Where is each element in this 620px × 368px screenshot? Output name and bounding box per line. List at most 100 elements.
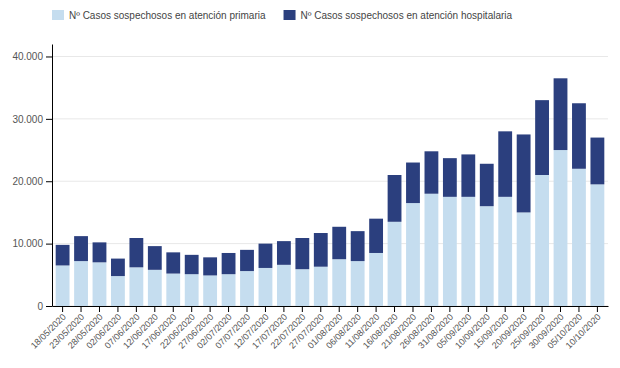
tick-mark bbox=[46, 181, 52, 182]
tick-mark bbox=[173, 306, 174, 312]
bar bbox=[480, 164, 494, 206]
tick-mark bbox=[376, 306, 377, 312]
tick-mark bbox=[320, 306, 321, 312]
legend-item: Nº Casos sospechosos en atención primari… bbox=[52, 10, 266, 21]
tick-mark bbox=[578, 306, 579, 312]
bar bbox=[535, 100, 549, 175]
bar bbox=[74, 261, 88, 306]
bar bbox=[554, 78, 568, 150]
tick-mark bbox=[486, 306, 487, 312]
tick-label: 10.000 bbox=[12, 238, 43, 249]
legend-swatch bbox=[52, 10, 64, 20]
tick-mark bbox=[597, 306, 598, 312]
tick: 10/10/2020 bbox=[564, 306, 603, 351]
series bbox=[56, 78, 605, 276]
tick-mark bbox=[46, 244, 52, 245]
tick-mark bbox=[117, 306, 118, 312]
bar bbox=[240, 250, 254, 271]
bar bbox=[498, 197, 512, 306]
legend-swatch bbox=[284, 10, 296, 20]
bar bbox=[369, 253, 383, 306]
bar bbox=[406, 203, 420, 306]
bar bbox=[369, 219, 383, 253]
bar bbox=[222, 274, 236, 306]
bar bbox=[443, 158, 457, 197]
tick-mark bbox=[339, 306, 340, 312]
grid-line bbox=[52, 118, 608, 119]
bar bbox=[56, 245, 70, 266]
tick-mark bbox=[228, 306, 229, 312]
bar bbox=[277, 265, 291, 306]
bar bbox=[461, 154, 475, 196]
bars bbox=[56, 78, 605, 306]
bar bbox=[517, 212, 531, 306]
x-axis: 18/05/202023/05/202028/05/202002/06/2020… bbox=[29, 306, 609, 351]
bar bbox=[129, 238, 143, 267]
tick-label: 40.000 bbox=[12, 51, 43, 62]
bar bbox=[406, 163, 420, 204]
bar bbox=[148, 246, 162, 270]
legend-label: Nº Casos sospechosos en atención hospita… bbox=[301, 10, 513, 21]
bar bbox=[277, 241, 291, 265]
bar bbox=[74, 236, 88, 261]
tick-mark bbox=[99, 306, 100, 312]
bar bbox=[295, 269, 309, 306]
bar bbox=[425, 194, 439, 306]
bar bbox=[332, 259, 346, 306]
tick-mark bbox=[431, 306, 432, 312]
tick-mark bbox=[542, 306, 543, 312]
tick-mark bbox=[247, 306, 248, 312]
axis-line bbox=[52, 45, 53, 307]
plot: 0 10.000 20.000 30.000 40.000 18/05/202023/05… bbox=[12, 45, 608, 351]
tick-mark bbox=[210, 306, 211, 312]
y-axis: 0 10.000 20.000 30.000 40.000 bbox=[12, 45, 52, 312]
tick-mark bbox=[81, 306, 82, 312]
bar bbox=[56, 265, 70, 306]
tick-mark bbox=[265, 306, 266, 312]
bar bbox=[185, 255, 199, 274]
tick: 20.000 bbox=[12, 176, 52, 187]
tick-label: 20.000 bbox=[12, 176, 43, 187]
chart: 0 10.000 20.000 30.000 40.000 18/05/202023/05… bbox=[0, 0, 620, 368]
tick-mark bbox=[357, 306, 358, 312]
bar bbox=[388, 222, 402, 306]
tick-label: 10/10/2020 bbox=[564, 312, 603, 351]
bar bbox=[185, 274, 199, 306]
bar bbox=[203, 257, 217, 275]
tick: 0 bbox=[37, 301, 52, 312]
bar bbox=[203, 275, 217, 306]
tick-mark bbox=[46, 56, 52, 57]
legend-label: Nº Casos sospechosos en atención primari… bbox=[69, 10, 266, 21]
bar bbox=[425, 151, 439, 193]
tick: 40.000 bbox=[12, 51, 52, 62]
bar bbox=[351, 231, 365, 261]
bar bbox=[314, 233, 328, 267]
tick: 30.000 bbox=[12, 114, 52, 125]
bar bbox=[314, 267, 328, 306]
tick-label: 0 bbox=[37, 301, 43, 312]
tick-mark bbox=[560, 306, 561, 312]
legend-item: Nº Casos sospechosos en atención hospita… bbox=[284, 10, 513, 21]
bar bbox=[166, 252, 180, 273]
bar bbox=[332, 227, 346, 259]
bar bbox=[554, 150, 568, 306]
tick: 10.000 bbox=[12, 238, 52, 249]
tick-mark bbox=[46, 306, 52, 307]
tick-mark bbox=[505, 306, 506, 312]
bar bbox=[351, 261, 365, 306]
tick-mark bbox=[154, 306, 155, 312]
tick-mark bbox=[283, 306, 284, 312]
bar bbox=[295, 238, 309, 269]
bar bbox=[572, 169, 586, 306]
tick-label: 30.000 bbox=[12, 114, 43, 125]
bar bbox=[517, 134, 531, 212]
legend: Nº Casos sospechosos en atención primari… bbox=[52, 10, 513, 21]
tick-mark bbox=[394, 306, 395, 312]
tick-mark bbox=[449, 306, 450, 312]
tick-mark bbox=[191, 306, 192, 312]
tick-mark bbox=[46, 119, 52, 120]
bar bbox=[240, 271, 254, 306]
grid bbox=[52, 56, 608, 306]
bar bbox=[535, 175, 549, 306]
bar bbox=[93, 242, 107, 262]
